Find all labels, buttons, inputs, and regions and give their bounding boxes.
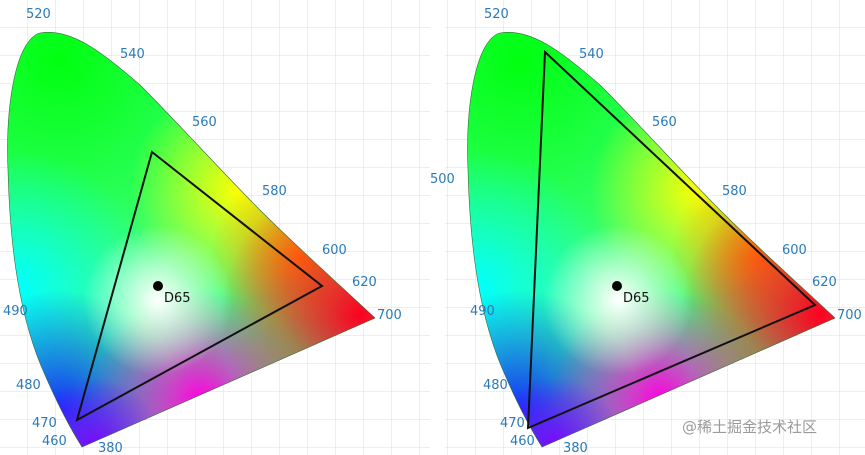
wavelength-label: 460: [510, 434, 535, 449]
wavelength-label: 520: [484, 7, 509, 22]
wavelength-label: 600: [782, 243, 807, 258]
wavelength-label: 540: [120, 47, 145, 62]
gamut-triangle: [75, 150, 324, 423]
panel: D65 520 540 560 580 600 620 700 490 480 470 460 380: [0, 0, 430, 455]
wavelength-label: 560: [652, 115, 677, 130]
wavelength-label: 600: [322, 243, 347, 258]
white-point-label: D65: [164, 291, 191, 306]
wavelength-label: 540: [579, 47, 604, 62]
wavelength-label: 490: [470, 304, 495, 319]
wavelength-label: 460: [42, 434, 67, 449]
wavelength-label: 470: [500, 416, 525, 431]
wavelength-label: 580: [262, 184, 287, 199]
white-point: [612, 281, 622, 291]
wavelength-label: 380: [563, 441, 588, 455]
watermark: @稀土掘金技术社区: [682, 418, 817, 436]
wavelength-label: 620: [352, 275, 377, 290]
wavelength-label: 480: [483, 378, 508, 393]
wavelength-label: 490: [3, 304, 28, 319]
wavelength-label: 700: [377, 308, 402, 323]
wavelength-label: 380: [98, 441, 123, 455]
wavelength-label: 700: [837, 308, 862, 323]
wavelength-label: 560: [192, 115, 217, 130]
wavelength-label: 580: [722, 184, 747, 199]
wavelength-label: 520: [26, 7, 51, 22]
white-point-label: D65: [623, 291, 650, 306]
wavelength-label: 470: [32, 416, 57, 431]
panel: D65 520 540 560 580 600 620 700 500 490 480 470 460…: [430, 0, 865, 455]
gamut-triangle: [526, 49, 817, 430]
wavelength-label: 500: [430, 172, 455, 187]
wavelength-label: 480: [16, 378, 41, 393]
wavelength-label: 620: [812, 275, 837, 290]
white-point: [153, 281, 163, 291]
